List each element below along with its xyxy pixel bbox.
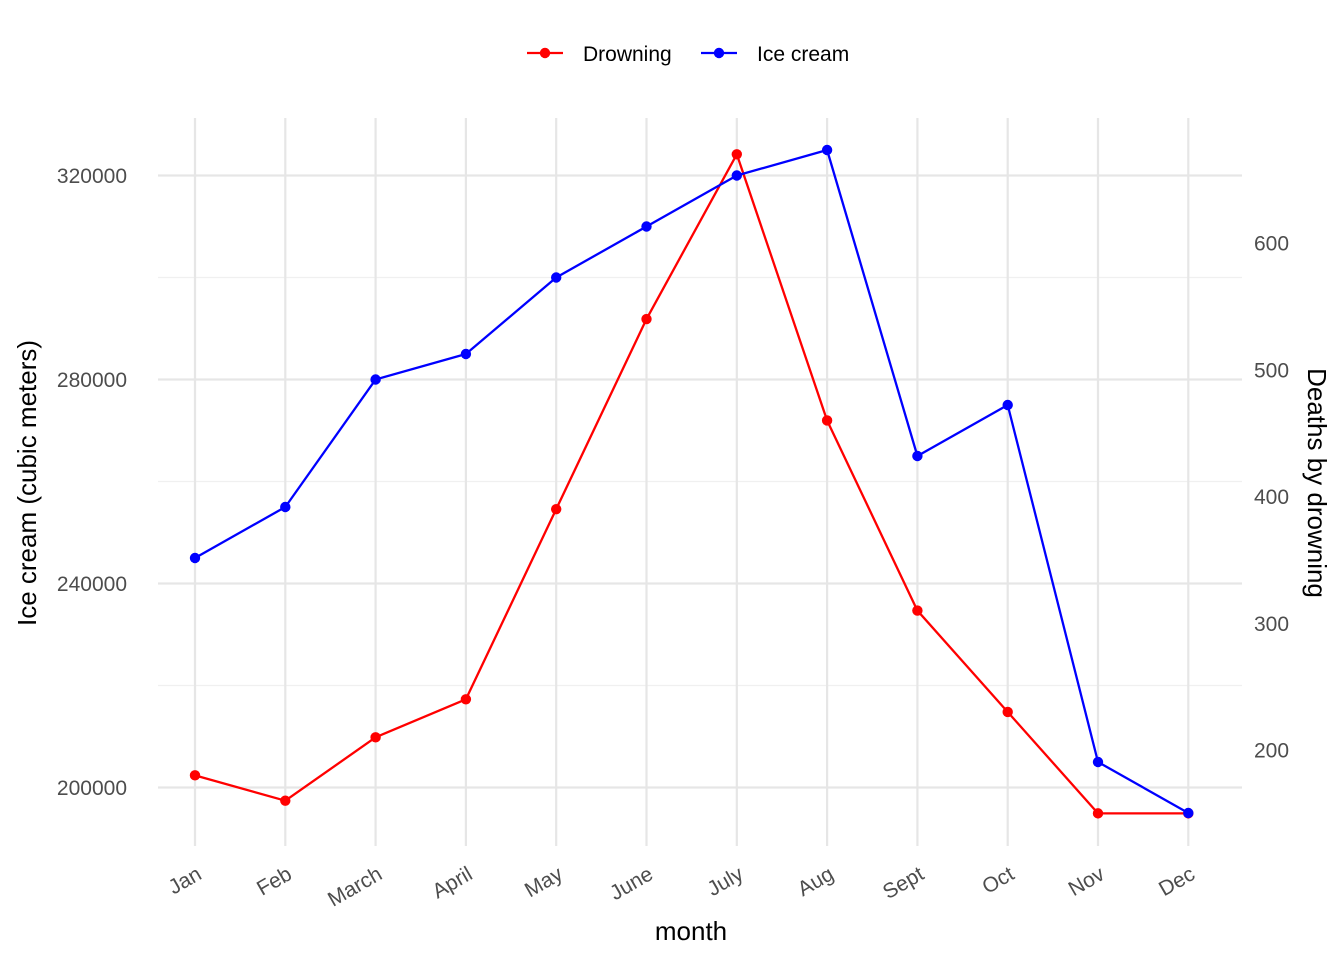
legend-label: Drowning (583, 43, 672, 66)
x-tick-label: June (606, 862, 657, 905)
x-tick-label: March (324, 862, 386, 911)
data-point-ice-cream (912, 450, 923, 462)
data-point-drowning (280, 795, 291, 806)
data-point-ice-cream (1183, 807, 1194, 819)
data-point-drowning (460, 694, 472, 705)
left-y-tick-label: 240000 (57, 573, 127, 596)
data-point-ice-cream (821, 144, 833, 156)
series-ice-cream (189, 144, 1194, 819)
data-point-ice-cream (1092, 756, 1104, 768)
x-tick-label: Jan (165, 862, 206, 899)
data-point-drowning (1092, 808, 1104, 819)
x-tick-label: May (521, 862, 567, 902)
data-point-ice-cream (551, 272, 562, 283)
series-layer (189, 144, 1194, 819)
series-line-ice-cream (194, 148, 1189, 815)
data-point-drowning (731, 149, 742, 160)
data-point-ice-cream (641, 221, 652, 232)
series-line-drowning (194, 153, 1189, 815)
legend-key-point (539, 47, 551, 59)
data-point-ice-cream (1002, 399, 1013, 411)
data-point-ice-cream (280, 501, 291, 513)
right-y-tick-label: 300 (1254, 613, 1289, 636)
data-point-ice-cream (189, 552, 201, 564)
right-y-axis-title: Deaths by drowning (1302, 368, 1332, 598)
data-point-drowning (1002, 706, 1013, 718)
data-point-ice-cream (731, 170, 742, 181)
legend-label: Ice cream (757, 43, 849, 66)
left-y-axis-title: Ice cream (cubic meters) (12, 340, 42, 626)
right-y-tick-label: 200 (1254, 740, 1289, 763)
series-drowning (189, 149, 1194, 819)
data-point-drowning (912, 605, 923, 616)
x-tick-label: April (429, 862, 477, 903)
data-point-ice-cream (370, 374, 381, 385)
legend-item-ice-cream: Ice cream (701, 43, 849, 66)
legend: Drowning Ice cream (527, 43, 849, 66)
right-y-tick-label: 500 (1254, 359, 1289, 382)
legend-key-point (713, 47, 725, 59)
left-y-axis-ticks: 200000 240000 280000 320000 (57, 165, 127, 800)
x-tick-label: Nov (1065, 862, 1109, 901)
data-point-drowning (821, 415, 833, 426)
legend-item-drowning: Drowning (527, 43, 672, 66)
left-y-tick-label: 280000 (57, 369, 127, 392)
data-point-drowning (641, 313, 652, 325)
data-point-ice-cream (460, 348, 472, 360)
x-axis-ticks: Jan Feb March April May June July Aug Sept Oct Nov… (165, 862, 1199, 911)
x-axis-title: month (655, 916, 727, 946)
left-y-tick-label: 320000 (57, 165, 127, 188)
grid-lines (158, 118, 1242, 846)
x-tick-label: July (703, 862, 747, 901)
x-tick-label: Dec (1155, 862, 1199, 901)
x-tick-label: Aug (794, 862, 838, 901)
x-tick-label: Oct (978, 862, 1018, 898)
x-tick-label: Feb (253, 862, 296, 900)
right-y-axis-ticks: 200 300 400 500 600 (1254, 233, 1289, 763)
data-point-drowning (189, 770, 201, 781)
right-y-tick-label: 400 (1254, 486, 1289, 509)
data-point-drowning (551, 503, 562, 515)
x-tick-label: Sept (879, 862, 928, 904)
data-point-drowning (370, 732, 381, 743)
left-y-tick-label: 200000 (57, 777, 127, 800)
right-y-tick-label: 600 (1254, 233, 1289, 256)
